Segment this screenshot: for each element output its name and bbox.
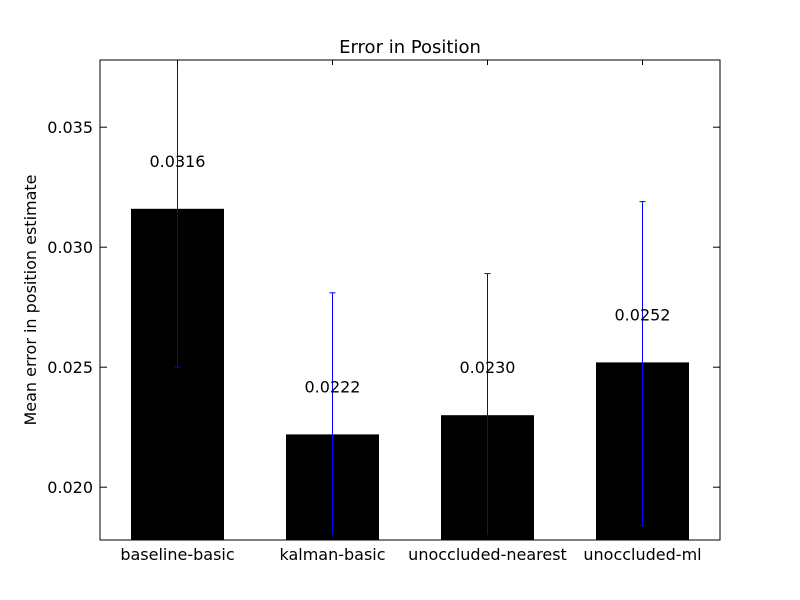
x-tick-label-baseline-basic: baseline-basic: [120, 545, 234, 564]
errorbars-layer: [174, 60, 646, 541]
value-label-baseline-basic: 0.0316: [150, 152, 206, 171]
value-label-unoccluded-nearest: 0.0230: [460, 358, 516, 377]
y-tick-label-2: 0.030: [47, 238, 93, 257]
value-label-kalman-basic: 0.0222: [305, 377, 361, 396]
plot-area-frame: [99, 59, 721, 541]
x-tick-label-unoccluded-ml: unoccluded-ml: [583, 545, 701, 564]
bars-layer: [131, 208, 689, 541]
x-tick-label-unoccluded-nearest: unoccluded-nearest: [408, 545, 567, 564]
value-label-unoccluded-ml: 0.0252: [615, 305, 671, 324]
y-ticks-layer: 0.020 0.025 0.030 0.035: [47, 118, 720, 497]
y-tick-label-3: 0.035: [47, 118, 93, 137]
value-labels-layer: 0.0316 0.0222 0.0230 0.0252: [150, 152, 671, 397]
x-tick-label-kalman-basic: kalman-basic: [279, 545, 385, 564]
x-ticks-layer: baseline-basic kalman-basic unoccluded-nea…: [120, 60, 702, 564]
y-axis-label: Mean error in position estimate: [21, 174, 40, 425]
y-tick-label-0: 0.020: [47, 478, 93, 497]
chart-title: Error in Position: [339, 37, 481, 58]
y-tick-label-1: 0.025: [47, 358, 93, 377]
